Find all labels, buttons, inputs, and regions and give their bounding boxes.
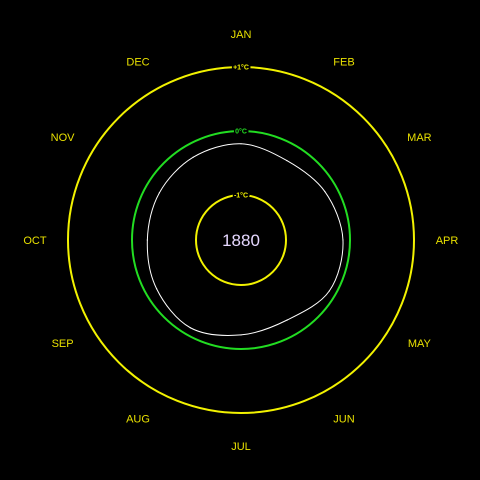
data-point-nov <box>158 192 160 194</box>
month-label-jun: JUN <box>333 413 354 425</box>
month-label-may: MAY <box>408 338 432 350</box>
year-label: 1880 <box>222 231 260 250</box>
ring-label-1: 0°C <box>235 128 247 136</box>
month-label-jan: JAN <box>231 29 252 41</box>
month-label-jul: JUL <box>231 441 251 453</box>
ring-0 <box>67 66 415 414</box>
ring-1 <box>131 130 351 350</box>
month-label-mar: MAR <box>407 132 432 144</box>
ring-label-0: +1°C <box>233 64 249 72</box>
ring-label-2: -1°C <box>234 192 248 200</box>
data-point-feb <box>286 159 288 162</box>
data-point-jul <box>240 334 242 336</box>
data-point-dec <box>192 156 194 158</box>
month-label-oct: OCT <box>23 235 47 247</box>
ring-2 <box>195 194 287 286</box>
data-point-may <box>328 290 330 292</box>
series-layer <box>146 143 344 336</box>
data-point-mar <box>324 190 326 193</box>
temperature-rings <box>67 66 415 414</box>
data-point-jan <box>240 143 242 145</box>
data-point-sep <box>155 288 158 290</box>
ring-labels: +1°C 0°C -1°C <box>232 62 251 201</box>
data-point-oct <box>146 239 148 241</box>
month-label-apr: APR <box>436 235 459 247</box>
month-label-nov: NOV <box>51 132 76 144</box>
data-point-apr <box>342 239 344 241</box>
data-point-aug <box>189 327 191 329</box>
month-label-sep: SEP <box>52 338 74 350</box>
month-labels: JAN FEB MAR APR MAY JUN JUL AUG SEP OCT NOV DEC <box>23 29 458 453</box>
month-label-feb: FEB <box>333 57 354 69</box>
month-label-dec: DEC <box>126 57 149 69</box>
month-label-aug: AUG <box>126 413 150 425</box>
data-point-jun <box>286 319 288 321</box>
